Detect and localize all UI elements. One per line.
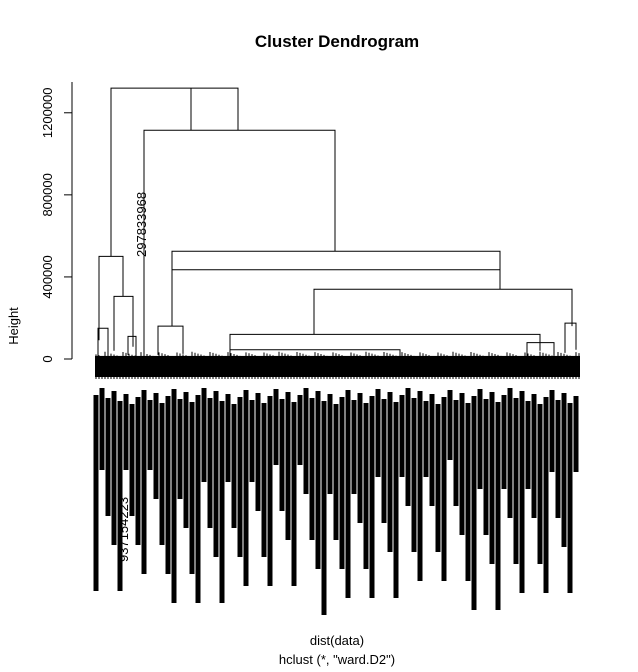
merge-right-tiny2: [526, 342, 555, 357]
merge-mid-mid: [229, 349, 401, 358]
y-tick-label: 800000: [40, 173, 55, 216]
leaf-label-297833968: 297833968: [134, 192, 149, 257]
y-tick-label: 1200000: [40, 87, 55, 138]
merge-left-mid-low: [157, 325, 184, 355]
merge-right-tiny: [564, 322, 577, 353]
merge-right-group: [143, 129, 336, 359]
y-tick-label: 400000: [40, 255, 55, 298]
y-axis: 0 400000 800000 1200000: [40, 82, 73, 363]
x-axis-sublabel: hclust (*, "ward.D2"): [279, 652, 395, 667]
chart-title: Cluster Dendrogram: [255, 32, 419, 51]
dendrogram-tree: [97, 87, 577, 359]
merge-mid-low: [229, 333, 541, 354]
merge-right-cluster: [313, 288, 573, 335]
x-axis-label: dist(data): [310, 633, 364, 648]
dendrogram-leaves: [95, 351, 580, 379]
merge-root: [110, 87, 239, 257]
y-tick-label: 0: [40, 355, 55, 362]
merge-mid-group: [171, 250, 501, 270]
merge-left-tiny: [127, 335, 137, 357]
merge-left-group: [98, 255, 124, 341]
y-axis-label: Height: [6, 307, 21, 345]
merge-mid-inner: [171, 269, 501, 327]
leaf-labels: [93, 388, 579, 615]
merge-left-small: [97, 327, 109, 357]
merge-left-sub: [113, 295, 134, 351]
leaf-label-937154223: 937154223: [116, 497, 131, 562]
